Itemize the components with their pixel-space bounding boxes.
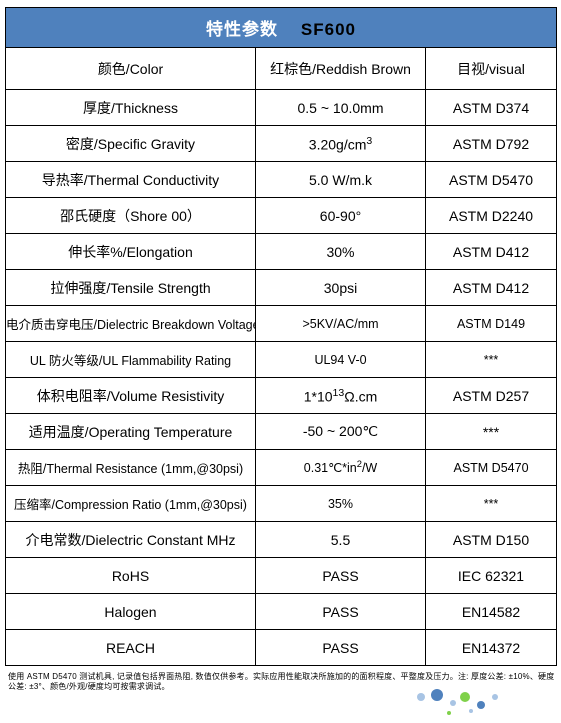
spec-table: 特性参数 SF600 颜色/Color红棕色/Reddish Brown目视/v…	[5, 7, 557, 666]
property-cell: 邵氏硬度（Shore 00）	[6, 198, 256, 234]
value-cell: 红棕色/Reddish Brown	[256, 48, 426, 90]
table-row: RoHSPASSIEC 62321	[6, 558, 557, 594]
value-cell: PASS	[256, 558, 426, 594]
property-cell: 热阻/Thermal Resistance (1mm,@30psi)	[6, 450, 256, 486]
value-cell: 35%	[256, 486, 426, 522]
table-row: 压缩率/Compression Ratio (1mm,@30psi)35%***	[6, 486, 557, 522]
table-row: UL 防火等级/UL Flammability RatingUL94 V-0**…	[6, 342, 557, 378]
table-row: 厚度/Thickness0.5 ~ 10.0mmASTM D374	[6, 90, 557, 126]
table-row: 颜色/Color红棕色/Reddish Brown目视/visual	[6, 48, 557, 90]
property-cell: 体积电阻率/Volume Resistivity	[6, 378, 256, 414]
table-row: 导热率/Thermal Conductivity5.0 W/m.kASTM D5…	[6, 162, 557, 198]
property-cell: 颜色/Color	[6, 48, 256, 90]
table-row: 密度/Specific Gravity3.20g/cm3ASTM D792	[6, 126, 557, 162]
standard-cell: ***	[426, 342, 557, 378]
standard-cell: ASTM D412	[426, 234, 557, 270]
standard-cell: ASTM D5470	[426, 162, 557, 198]
standard-cell: ASTM D150	[426, 522, 557, 558]
value-cell: 30psi	[256, 270, 426, 306]
value-cell: PASS	[256, 630, 426, 666]
standard-cell: EN14582	[426, 594, 557, 630]
table-row: HalogenPASSEN14582	[6, 594, 557, 630]
property-cell: 拉伸强度/Tensile Strength	[6, 270, 256, 306]
standard-cell: EN14372	[426, 630, 557, 666]
table-row: 拉伸强度/Tensile Strength30psiASTM D412	[6, 270, 557, 306]
value-cell: 5.0 W/m.k	[256, 162, 426, 198]
property-cell: 伸长率%/Elongation	[6, 234, 256, 270]
value-cell: UL94 V-0	[256, 342, 426, 378]
value-cell: 60-90°	[256, 198, 426, 234]
table-row: 介电常数/Dielectric Constant MHz5.5ASTM D150	[6, 522, 557, 558]
property-cell: 密度/Specific Gravity	[6, 126, 256, 162]
value-cell: 0.5 ~ 10.0mm	[256, 90, 426, 126]
value-cell: 0.31℃*in2/W	[256, 450, 426, 486]
property-cell: UL 防火等级/UL Flammability Rating	[6, 342, 256, 378]
table-row: 邵氏硬度（Shore 00）60-90°ASTM D2240	[6, 198, 557, 234]
value-cell: PASS	[256, 594, 426, 630]
value-cell: 1*1013Ω.cm	[256, 378, 426, 414]
standard-cell: 目视/visual	[426, 48, 557, 90]
table-row: 电介质击穿电压/Dielectric Breakdown Voltageh>5K…	[6, 306, 557, 342]
value-cell: >5KV/AC/mm	[256, 306, 426, 342]
standard-cell: ASTM D257	[426, 378, 557, 414]
value-cell: -50 ~ 200℃	[256, 414, 426, 450]
standard-cell: ASTM D5470	[426, 450, 557, 486]
standard-cell: IEC 62321	[426, 558, 557, 594]
property-cell: RoHS	[6, 558, 256, 594]
value-cell: 3.20g/cm3	[256, 126, 426, 162]
property-cell: 压缩率/Compression Ratio (1mm,@30psi)	[6, 486, 256, 522]
decorative-dots	[0, 693, 561, 723]
standard-cell: ASTM D149	[426, 306, 557, 342]
value-cell: 5.5	[256, 522, 426, 558]
standard-cell: ***	[426, 414, 557, 450]
table-row: 伸长率%/Elongation30%ASTM D412	[6, 234, 557, 270]
table-row: 热阻/Thermal Resistance (1mm,@30psi)0.31℃*…	[6, 450, 557, 486]
table-row: 体积电阻率/Volume Resistivity1*1013Ω.cmASTM D…	[6, 378, 557, 414]
table-body: 颜色/Color红棕色/Reddish Brown目视/visual厚度/Thi…	[6, 48, 557, 666]
property-cell: Halogen	[6, 594, 256, 630]
standard-cell: ASTM D374	[426, 90, 557, 126]
standard-cell: ASTM D792	[426, 126, 557, 162]
header-title-right: SF600	[301, 20, 356, 39]
standard-cell: ***	[426, 486, 557, 522]
property-cell: 导热率/Thermal Conductivity	[6, 162, 256, 198]
table-row: REACHPASSEN14372	[6, 630, 557, 666]
table-row: 适用温度/Operating Temperature-50 ~ 200℃***	[6, 414, 557, 450]
property-cell: 厚度/Thickness	[6, 90, 256, 126]
standard-cell: ASTM D2240	[426, 198, 557, 234]
standard-cell: ASTM D412	[426, 270, 557, 306]
value-cell: 30%	[256, 234, 426, 270]
table-header: 特性参数 SF600	[6, 8, 557, 48]
property-cell: 适用温度/Operating Temperature	[6, 414, 256, 450]
header-title-left: 特性参数	[206, 20, 278, 39]
property-cell: 介电常数/Dielectric Constant MHz	[6, 522, 256, 558]
property-cell: REACH	[6, 630, 256, 666]
property-cell: 电介质击穿电压/Dielectric Breakdown Voltageh	[6, 306, 256, 342]
